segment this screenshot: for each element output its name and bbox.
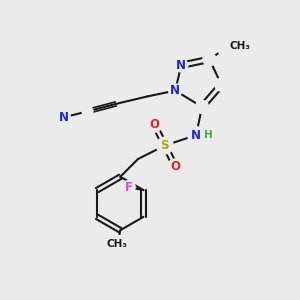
Circle shape bbox=[122, 181, 135, 194]
Text: N: N bbox=[170, 84, 180, 97]
Circle shape bbox=[188, 127, 204, 143]
Circle shape bbox=[168, 159, 183, 174]
Text: H: H bbox=[204, 130, 213, 140]
Text: F: F bbox=[124, 181, 133, 194]
Circle shape bbox=[157, 137, 173, 154]
Text: N: N bbox=[59, 111, 69, 124]
Text: N: N bbox=[176, 59, 186, 72]
Circle shape bbox=[175, 59, 188, 72]
Text: CH₃: CH₃ bbox=[230, 41, 250, 51]
Circle shape bbox=[218, 40, 234, 56]
Text: N: N bbox=[191, 129, 201, 142]
Circle shape bbox=[109, 235, 126, 252]
Circle shape bbox=[196, 100, 208, 113]
Circle shape bbox=[215, 78, 228, 91]
Text: S: S bbox=[160, 139, 169, 152]
Text: O: O bbox=[149, 118, 160, 131]
Circle shape bbox=[82, 106, 93, 117]
Circle shape bbox=[57, 111, 70, 124]
Circle shape bbox=[169, 84, 182, 97]
Circle shape bbox=[203, 53, 216, 66]
Text: CH₃: CH₃ bbox=[107, 238, 128, 249]
Text: O: O bbox=[170, 160, 180, 173]
Circle shape bbox=[147, 117, 162, 132]
